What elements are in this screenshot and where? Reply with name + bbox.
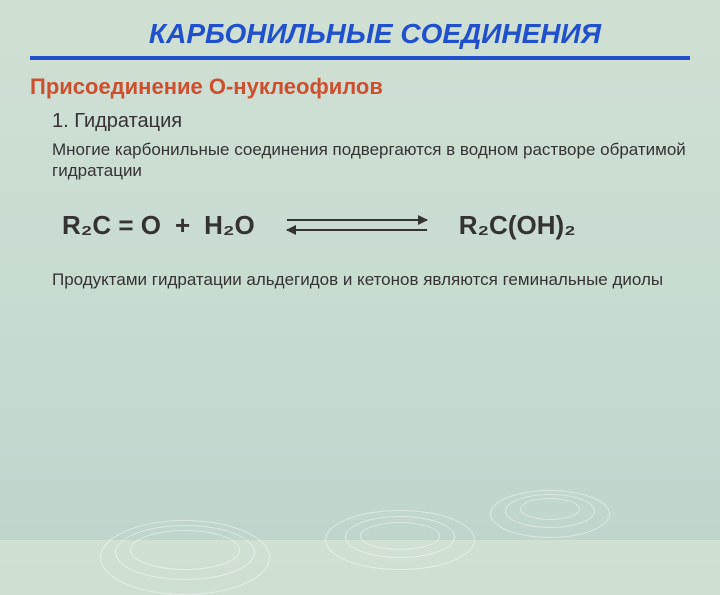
equation-lhs2: H₂O xyxy=(204,210,255,241)
section-heading: 1. Гидратация xyxy=(52,110,690,133)
equation-plus: + xyxy=(175,210,190,241)
equation: R₂C = O + H₂O R₂C(OH)₂ xyxy=(62,210,690,241)
ripple-ring-icon xyxy=(100,520,270,595)
intro-text: Многие карбонильные соединения подвергаю… xyxy=(52,139,690,182)
result-text: Продуктами гидратации альдегидов и кетон… xyxy=(52,269,690,290)
title-underline xyxy=(30,56,690,60)
ripple-ring-icon xyxy=(345,516,455,558)
ripple-ring-icon xyxy=(490,490,610,538)
slide-subtitle: Присоединение О-нуклеофилов xyxy=(30,74,690,100)
slide-title: КАРБОНИЛЬНЫЕ СОЕДИНЕНИЯ xyxy=(30,18,690,50)
ripple-ring-icon xyxy=(325,510,475,570)
equation-lhs1: R₂C = O xyxy=(62,210,161,241)
equation-rhs: R₂C(OH)₂ xyxy=(459,210,576,241)
slide: КАРБОНИЛЬНЫЕ СОЕДИНЕНИЯ Присоединение О-… xyxy=(0,0,720,540)
ripple-ring-icon xyxy=(115,525,255,580)
background-ripples-icon xyxy=(0,400,720,540)
ripple-ring-icon xyxy=(520,498,580,520)
equilibrium-arrows-icon xyxy=(287,212,427,238)
ripple-ring-icon xyxy=(130,530,240,570)
ripple-ring-icon xyxy=(360,522,440,550)
ripple-ring-icon xyxy=(505,494,595,528)
